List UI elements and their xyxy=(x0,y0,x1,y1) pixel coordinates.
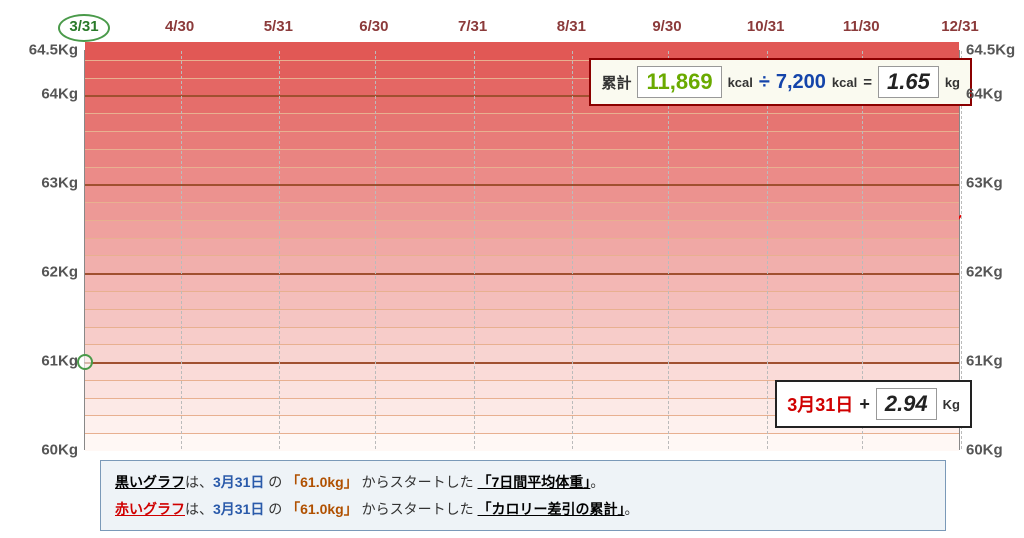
y-axis-label-left: 61Kg xyxy=(41,353,78,370)
y-axis-label-left: 60Kg xyxy=(41,442,78,459)
y-axis-label-right: 64Kg xyxy=(966,86,1003,103)
chart-container: 累計 11,869 kcal ÷ 7,200 kcal = 1.65 kg 3月… xyxy=(0,0,1024,538)
value-delta-kg: 2.94 xyxy=(876,388,937,420)
x-axis-label: 11/30 xyxy=(843,18,880,35)
value-divisor: 7,200 xyxy=(776,71,826,94)
x-axis-label: 12/31 xyxy=(941,18,979,35)
y-axis-label-right: 64.5Kg xyxy=(966,42,1015,59)
x-axis-label: 6/30 xyxy=(359,18,388,35)
y-axis-label-left: 64.5Kg xyxy=(29,42,78,59)
legend-red-series: 赤いグラフ xyxy=(115,501,185,517)
y-axis-label-right: 62Kg xyxy=(966,264,1003,281)
y-axis-label-right: 60Kg xyxy=(966,442,1003,459)
x-axis-label: 7/31 xyxy=(458,18,487,35)
x-axis-label: 5/31 xyxy=(264,18,293,35)
value-result-kg: 1.65 xyxy=(878,66,939,98)
equals-symbol: = xyxy=(863,74,872,91)
y-axis-label-left: 63Kg xyxy=(41,175,78,192)
x-axis-label: 3/31 xyxy=(69,18,98,35)
summary-box-bottom: 3月31日 + 2.94 Kg xyxy=(775,380,972,428)
y-axis-label-left: 64Kg xyxy=(41,86,78,103)
value-total-kcal: 11,869 xyxy=(637,66,721,98)
y-axis-label-right: 61Kg xyxy=(966,353,1003,370)
unit-kg-top: kg xyxy=(945,75,960,90)
label-total: 累計 xyxy=(601,72,631,93)
legend-line-1: 黒いグラフは、3月31日 の 「61.0kg」 からスタートした 「7日間平均体… xyxy=(115,469,931,496)
y-axis-label-right: 63Kg xyxy=(966,175,1003,192)
summary-box-top: 累計 11,869 kcal ÷ 7,200 kcal = 1.65 kg xyxy=(589,58,972,106)
unit-kcal-2: kcal xyxy=(832,75,857,90)
unit-kcal-1: kcal xyxy=(728,75,753,90)
start-point-marker xyxy=(77,354,93,370)
plus-symbol: + xyxy=(859,394,870,415)
x-axis-label: 9/30 xyxy=(652,18,681,35)
legend-black-series: 黒いグラフ xyxy=(115,474,185,490)
x-axis-label: 10/31 xyxy=(747,18,785,35)
y-axis-label-left: 62Kg xyxy=(41,264,78,281)
x-axis-label: 4/30 xyxy=(165,18,194,35)
unit-kg-bottom: Kg xyxy=(943,397,960,412)
x-axis-label: 8/31 xyxy=(557,18,586,35)
legend-line-2: 赤いグラフは、3月31日 の 「61.0kg」 からスタートした 「カロリー差引… xyxy=(115,496,931,523)
divider-symbol: ÷ xyxy=(759,71,770,94)
legend-box: 黒いグラフは、3月31日 の 「61.0kg」 からスタートした 「7日間平均体… xyxy=(100,460,946,531)
start-date-label: 3月31日 xyxy=(787,391,853,417)
